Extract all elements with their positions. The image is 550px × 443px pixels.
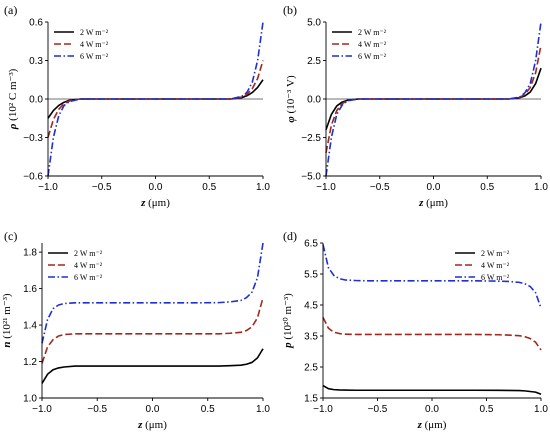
chart-panel-c: (c) −1.0 −0.5 0.0 0.5 1.0 1.0 1.2 1.4 1.6 1.8 z (μm… bbox=[1, 229, 270, 431]
y-tick-label: 2.5 bbox=[307, 56, 321, 67]
series-line-1 bbox=[322, 384, 542, 396]
legend-label: 2 W m⁻² bbox=[481, 249, 510, 258]
legend: 2 W m⁻² 4 W m⁻² 6 W m⁻² bbox=[455, 249, 510, 282]
x-tick-label: −0.5 bbox=[368, 404, 388, 415]
legend-label: 2 W m⁻² bbox=[74, 249, 103, 258]
y-tick-label: −2.5 bbox=[301, 133, 321, 144]
x-tick-label: 1.0 bbox=[534, 182, 548, 193]
panel-label: (d) bbox=[283, 229, 297, 243]
y-tick-label: 3.5 bbox=[304, 332, 318, 343]
x-tick-label: 0.0 bbox=[427, 182, 441, 193]
legend: 2 W m⁻² 4 W m⁻² 6 W m⁻² bbox=[48, 249, 103, 282]
legend-label: 2 W m⁻² bbox=[358, 28, 387, 37]
x-tick-label: 0.0 bbox=[149, 182, 163, 193]
legend-label: 6 W m⁻² bbox=[358, 52, 387, 61]
x-axis-title: z (μm) bbox=[418, 197, 448, 209]
x-tick-label: −0.5 bbox=[87, 404, 107, 415]
panel-label: (c) bbox=[4, 229, 17, 243]
y-tick-label: 1.5 bbox=[304, 394, 318, 405]
x-tick-label: −0.5 bbox=[92, 182, 112, 193]
x-tick-label: −0.5 bbox=[370, 182, 390, 193]
panel-label: (a) bbox=[4, 3, 17, 17]
y-tick-label: 1.2 bbox=[23, 357, 37, 368]
x-axis-title: z (μm) bbox=[137, 419, 167, 431]
legend-label: 2 W m⁻² bbox=[80, 28, 109, 37]
x-tick-label: 0.0 bbox=[146, 404, 160, 415]
x-tick-label: −1.0 bbox=[316, 182, 336, 193]
chart-panel-b: (b) −1.0 −0.5 0.0 0.5 1.0 −5.0 −2.5 0.0 2.5 5.0 z (… bbox=[283, 3, 548, 209]
y-tick-label: 0.3 bbox=[29, 56, 43, 67]
x-tick-label: 0.5 bbox=[480, 182, 494, 193]
x-tick-label: 0.0 bbox=[425, 404, 439, 415]
x-axis-title: z (μm) bbox=[140, 197, 170, 209]
legend-label: 4 W m⁻² bbox=[358, 40, 387, 49]
y-axis-title: n (10²¹ m⁻³) bbox=[1, 293, 13, 348]
y-tick-label: 1.6 bbox=[23, 284, 37, 295]
legend-label: 6 W m⁻² bbox=[74, 273, 103, 282]
x-tick-label: 0.5 bbox=[480, 404, 494, 415]
y-tick-label: 0.6 bbox=[29, 18, 43, 29]
panel-label: (b) bbox=[283, 3, 297, 17]
x-tick-label: −1.0 bbox=[313, 404, 333, 415]
series-line-1 bbox=[41, 348, 264, 384]
x-tick-label: 0.5 bbox=[202, 182, 216, 193]
series-line-3 bbox=[325, 21, 542, 177]
x-tick-label: 1.0 bbox=[534, 404, 548, 415]
y-tick-label: 1.4 bbox=[23, 321, 37, 332]
y-axis-title: ρ (10² C m⁻³) bbox=[7, 68, 19, 130]
x-tick-label: −1.0 bbox=[32, 404, 52, 415]
legend-label: 6 W m⁻² bbox=[481, 273, 510, 282]
legend-label: 4 W m⁻² bbox=[481, 261, 510, 270]
legend: 2 W m⁻² 4 W m⁻² 6 W m⁻² bbox=[332, 28, 387, 61]
legend-label: 6 W m⁻² bbox=[80, 52, 109, 61]
y-tick-label: 4.5 bbox=[304, 301, 318, 312]
series-line-3 bbox=[41, 242, 264, 344]
y-tick-label: −0.3 bbox=[23, 133, 43, 144]
y-tick-label: 2.5 bbox=[304, 363, 318, 374]
x-axis-title: z (μm) bbox=[417, 419, 447, 431]
legend-label: 4 W m⁻² bbox=[80, 40, 109, 49]
y-tick-label: 1.8 bbox=[23, 248, 37, 259]
chart-panel-a: (a) −1.0 −0.5 0.0 0.5 1.0 −0.6 −0.3 0.0 0.3 0.6 z (… bbox=[4, 3, 270, 209]
y-tick-label: 0.0 bbox=[307, 95, 321, 106]
y-tick-label: 1.0 bbox=[23, 394, 37, 405]
x-tick-label: 0.5 bbox=[201, 404, 215, 415]
legend: 2 W m⁻² 4 W m⁻² 6 W m⁻² bbox=[54, 28, 109, 61]
y-tick-label: 0.0 bbox=[29, 95, 43, 106]
chart-panel-d: (d) −1.0 −0.5 0.0 0.5 1.0 1.5 2.5 3.5 4.5 5.5 6.5 z … bbox=[282, 229, 548, 431]
x-tick-label: 1.0 bbox=[256, 182, 270, 193]
y-tick-label: 5.0 bbox=[307, 18, 321, 29]
series-line-3 bbox=[322, 244, 542, 309]
x-tick-label: 1.0 bbox=[256, 404, 270, 415]
y-tick-label: 6.5 bbox=[304, 239, 318, 250]
y-tick-label: 5.5 bbox=[304, 270, 318, 281]
y-tick-label: −0.6 bbox=[23, 172, 43, 183]
legend-label: 4 W m⁻² bbox=[74, 261, 103, 270]
y-axis-title: p (10²⁰ m⁻³) bbox=[282, 293, 294, 349]
series-line-2 bbox=[322, 317, 542, 351]
x-tick-label: −1.0 bbox=[38, 182, 58, 193]
y-tick-label: −5.0 bbox=[301, 172, 321, 183]
series-line-2 bbox=[41, 297, 264, 364]
series-line-3 bbox=[47, 21, 264, 177]
y-axis-title: φ (10⁻³ V) bbox=[285, 75, 297, 123]
